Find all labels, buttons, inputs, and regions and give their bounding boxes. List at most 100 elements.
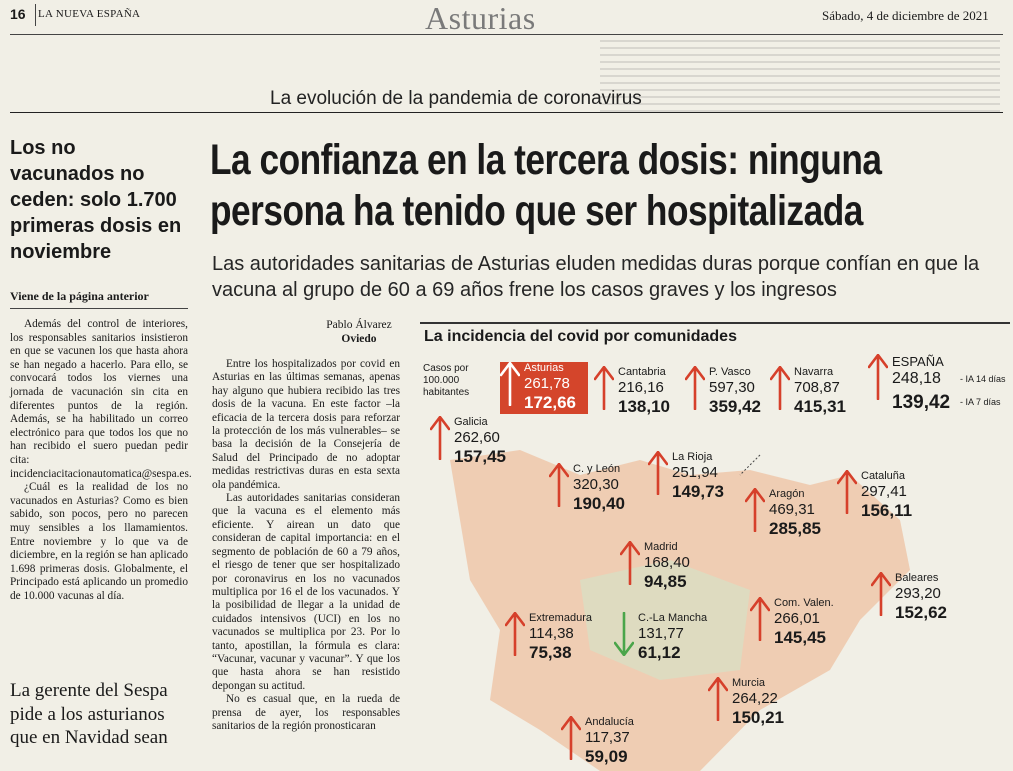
map-units: Casos por 100.000 habitantes	[423, 363, 470, 398]
region-ia14-value: 297,41	[861, 483, 907, 500]
region-name: Murcia	[732, 677, 766, 689]
arrow-up-icon	[561, 716, 581, 760]
byline-author: Pablo Álvarez	[326, 319, 392, 331]
region-ia7-value: 172,66	[524, 393, 576, 412]
region-name: La Rioja	[672, 451, 713, 463]
byline: Pablo Álvarez Oviedo	[322, 318, 396, 346]
region-asturias: Asturias 261,78 172,66	[500, 362, 588, 414]
region-ia7-value: 145,45	[774, 628, 826, 647]
sidebar-rule	[10, 308, 188, 309]
sidebar-body: Además del control de interiores, los re…	[10, 318, 192, 603]
region-andalucía: Andalucía 117,37 59,09	[561, 716, 651, 768]
region-ia7-value: 75,38	[529, 643, 572, 662]
publication-name: LA NUEVA ESPAÑA	[38, 8, 141, 20]
infographic-title: La incidencia del covid por comunidades	[424, 328, 737, 345]
region-name: Andalucía	[585, 716, 634, 728]
region-com-valen: Com. Valen. 266,01 145,45	[750, 597, 840, 649]
region-ia7-value: 59,09	[585, 747, 628, 766]
region-ia7-value: 156,11	[861, 501, 913, 520]
arrow-up-icon	[745, 488, 765, 532]
arrow-up-icon	[430, 416, 450, 460]
sidebar-headline-2: La gerente del Sespa pide a los asturian…	[10, 680, 168, 748]
arrow-down-icon	[614, 612, 634, 656]
region-ia14-value: 216,16	[618, 379, 664, 396]
region-ia7-value: 139,42	[892, 392, 951, 413]
region-name: Baleares	[895, 572, 939, 584]
region-la-rioja: La Rioja 251,94 149,73	[648, 451, 738, 503]
byline-place: Oviedo	[341, 333, 377, 345]
region-c-la-mancha: C.-La Mancha 131,77 61,12	[614, 612, 707, 664]
arrow-up-icon	[871, 572, 891, 616]
region-ia14-value: 168,40	[644, 554, 690, 571]
region-ia14-value: 114,38	[529, 625, 574, 642]
pointer-line	[739, 454, 761, 476]
header-rule	[10, 34, 1003, 35]
region-name: Extremadura	[529, 612, 592, 624]
region-name: Galicia	[454, 416, 488, 428]
region-name: Cataluña	[861, 470, 906, 482]
section-title: Asturias	[425, 0, 536, 36]
region-name: Aragón	[769, 488, 805, 500]
sidebar-paragraph: Además del control de interiores, los re…	[10, 318, 192, 480]
arrow-up-icon	[868, 354, 888, 400]
region-name: ESPAÑA	[892, 354, 944, 369]
article-body: Entre los hospitalizados por covid en As…	[212, 358, 400, 733]
region-ia7-value: 152,62	[895, 603, 947, 622]
arrow-up-icon	[549, 463, 569, 507]
region-ia7-value: 157,45	[454, 447, 506, 466]
region-ia14-value: 262,60	[454, 429, 500, 446]
region-ia7-value: 285,85	[769, 519, 821, 538]
article-subhead: Las autoridades sanitarias de Asturias e…	[212, 253, 980, 301]
region-españa: ESPAÑA 248,18 139,42 - IA 14 días - IA 7 día…	[868, 354, 1006, 418]
region-name: Madrid	[644, 541, 678, 553]
region-ia14-value: 251,94	[672, 464, 718, 481]
region-galicia: Galicia 262,60 157,45	[430, 416, 520, 468]
region-name: Asturias	[524, 362, 564, 374]
sidebar-paragraph: ¿Cuál es la realidad de los no vacunados…	[10, 481, 188, 602]
central-region	[580, 560, 750, 680]
arrow-up-icon	[837, 470, 857, 514]
region-ia14-value: 248,18	[892, 370, 941, 387]
region-c-y-león: C. y León 320,30 190,40	[549, 463, 639, 515]
page-number: 16	[10, 6, 26, 22]
infographic-rule	[420, 322, 1010, 324]
arrow-up-icon	[505, 612, 525, 656]
region-cataluña: Cataluña 297,41 156,11	[837, 470, 927, 522]
region-name: Cantabria	[618, 366, 666, 378]
region-ia7-value: 150,21	[732, 708, 784, 727]
sidebar-headline: Los no vacunados no ceden: solo 1.700 pr…	[10, 137, 182, 263]
region-ia7-value: 149,73	[672, 482, 724, 501]
arrow-up-icon	[594, 366, 614, 410]
region-ia14-value: 117,37	[585, 729, 630, 746]
arrow-up-icon	[648, 451, 668, 495]
arrow-up-icon	[708, 677, 728, 721]
ia14-label: - IA 14 días	[960, 374, 1006, 384]
region-ia14-value: 266,01	[774, 610, 820, 627]
region-ia14-value: 597,30	[709, 379, 755, 396]
region-ia7-value: 359,42	[709, 397, 761, 416]
spain-map	[450, 450, 910, 771]
region-ia7-value: 190,40	[573, 494, 625, 513]
region-navarra: Navarra 708,87 415,31	[770, 366, 860, 418]
continued-note: Viene de la página anterior	[10, 289, 149, 303]
region-madrid: Madrid 168,40 94,85	[620, 541, 710, 593]
arrow-up-icon	[750, 597, 770, 641]
region-ia14-value: 264,22	[732, 690, 778, 707]
arrow-up-icon	[770, 366, 790, 410]
arrow-up-icon	[500, 362, 520, 406]
region-baleares: Baleares 293,20 152,62	[871, 572, 961, 624]
issue-date: Sábado, 4 de diciembre de 2021	[822, 8, 989, 23]
region-ia14-value: 320,30	[573, 476, 619, 493]
region-name: Navarra	[794, 366, 834, 378]
region-ia7-value: 138,10	[618, 397, 670, 416]
article-paragraph: No es casual que, en la rueda de prensa …	[212, 693, 400, 732]
region-ia14-value: 708,87	[794, 379, 840, 396]
region-ia14-value: 131,77	[638, 625, 684, 642]
kicker-rule	[10, 112, 1003, 113]
ia7-label: - IA 7 días	[960, 397, 1001, 407]
region-ia14-value: 469,31	[769, 501, 815, 518]
region-cantabria: Cantabria 216,16 138,10	[594, 366, 684, 418]
region-extremadura: Extremadura 114,38 75,38	[505, 612, 595, 664]
arrow-up-icon	[685, 366, 705, 410]
region-murcia: Murcia 264,22 150,21	[708, 677, 798, 729]
